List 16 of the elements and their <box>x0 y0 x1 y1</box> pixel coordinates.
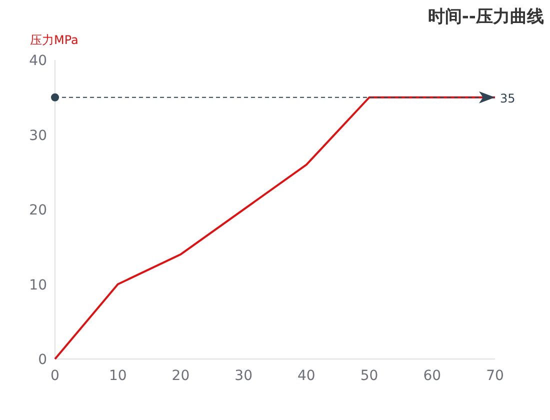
x-tick-label: 50 <box>360 368 378 384</box>
y-tick-label: 10 <box>29 277 47 294</box>
y-axis-title: 压力MPa <box>30 33 78 47</box>
x-tick-label: 20 <box>172 368 190 384</box>
y-tick-label: 40 <box>29 53 47 69</box>
y-tick-label: 20 <box>29 202 47 218</box>
ref-line-label: 35 <box>500 91 516 106</box>
x-tick-label: 40 <box>298 368 316 384</box>
chart-title: 时间--压力曲线 <box>428 7 544 27</box>
x-tick-label: 60 <box>423 368 442 384</box>
x-tick-label: 10 <box>108 368 127 384</box>
x-tick-label: 0 <box>50 368 60 384</box>
y-tick-label: 0 <box>38 352 47 368</box>
y-tick-label: 30 <box>29 128 47 144</box>
x-tick-label: 70 <box>486 368 504 384</box>
x-tick-label: 30 <box>234 368 252 384</box>
